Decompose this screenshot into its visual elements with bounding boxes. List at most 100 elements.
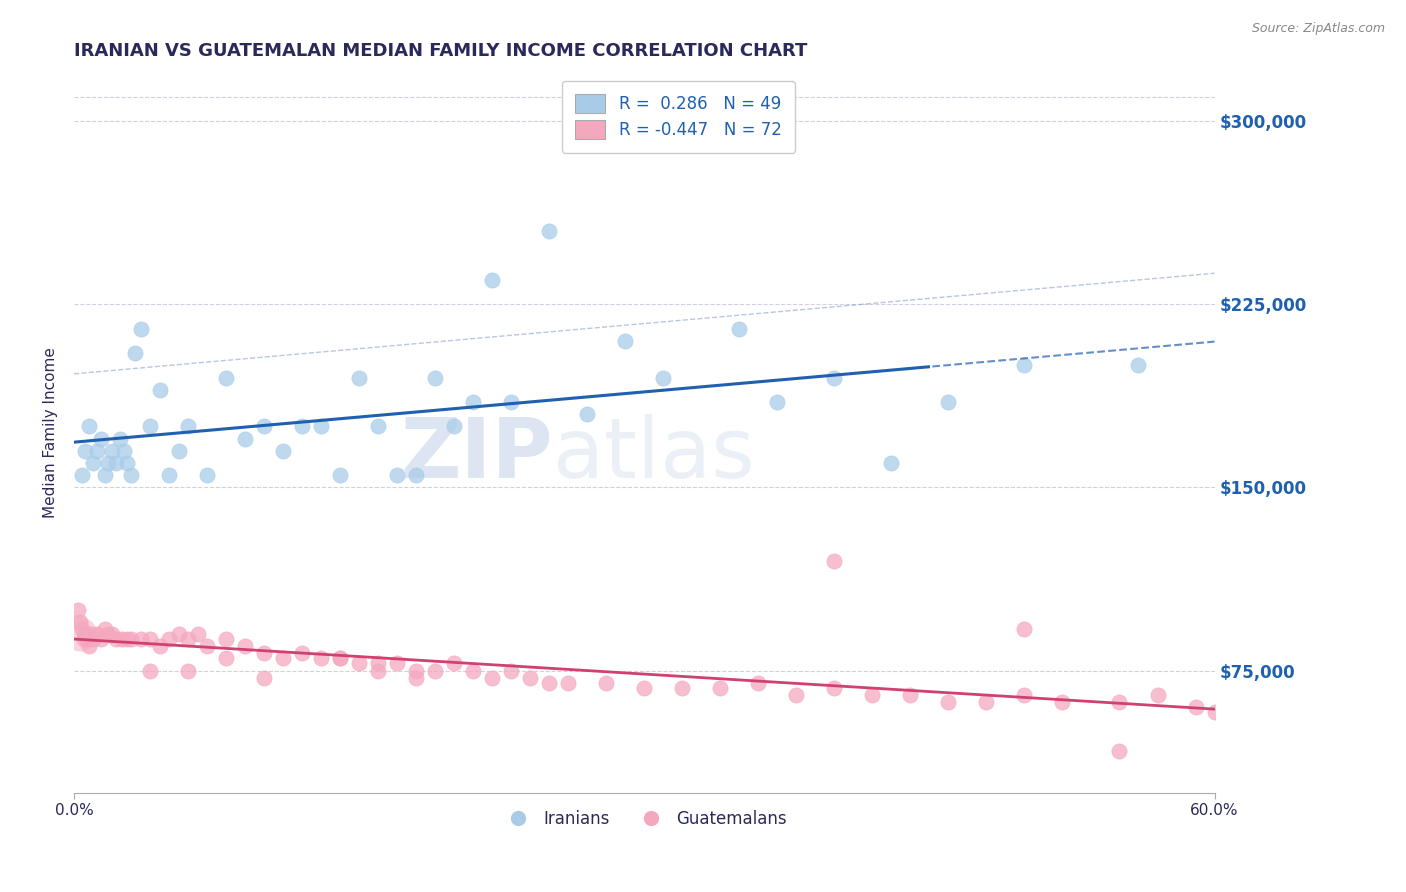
- Point: [614, 334, 637, 348]
- Point: [387, 657, 409, 671]
- Point: [70, 468, 93, 483]
- Point: [633, 681, 655, 695]
- Point: [97, 456, 120, 470]
- Point: [463, 664, 485, 678]
- Point: [823, 681, 845, 695]
- Point: [253, 671, 276, 685]
- Point: [501, 395, 523, 409]
- Point: [69, 627, 91, 641]
- Point: [90, 632, 112, 646]
- Point: [367, 419, 389, 434]
- Point: [309, 419, 332, 434]
- Point: [425, 664, 447, 678]
- Point: [1052, 695, 1074, 709]
- Point: [1014, 688, 1036, 702]
- Point: [157, 632, 180, 646]
- Point: [291, 419, 314, 434]
- Point: [129, 632, 152, 646]
- Point: [72, 632, 94, 646]
- Point: [425, 370, 447, 384]
- Point: [785, 688, 807, 702]
- Point: [367, 664, 389, 678]
- Point: [110, 632, 132, 646]
- Point: [728, 322, 751, 336]
- Point: [671, 681, 693, 695]
- Point: [167, 443, 190, 458]
- Point: [747, 675, 769, 690]
- Point: [595, 675, 617, 690]
- Point: [79, 639, 101, 653]
- Point: [938, 695, 960, 709]
- Point: [405, 671, 427, 685]
- Text: ZIP: ZIP: [401, 414, 553, 495]
- Point: [101, 443, 124, 458]
- Point: [120, 632, 142, 646]
- Point: [233, 432, 256, 446]
- Point: [86, 627, 108, 641]
- Point: [124, 346, 146, 360]
- Point: [443, 657, 465, 671]
- Point: [195, 639, 218, 653]
- Point: [86, 443, 108, 458]
- Point: [501, 664, 523, 678]
- Point: [69, 615, 91, 629]
- Point: [117, 632, 139, 646]
- Point: [519, 671, 541, 685]
- Point: [405, 468, 427, 483]
- Point: [1014, 622, 1036, 636]
- Point: [120, 468, 142, 483]
- Point: [129, 322, 152, 336]
- Text: atlas: atlas: [553, 414, 755, 495]
- Point: [860, 688, 883, 702]
- Point: [233, 639, 256, 653]
- Point: [976, 695, 998, 709]
- Point: [80, 627, 103, 641]
- Point: [291, 647, 314, 661]
- Point: [538, 675, 561, 690]
- Point: [463, 395, 485, 409]
- Point: [93, 468, 115, 483]
- Point: [90, 432, 112, 446]
- Point: [938, 395, 960, 409]
- Point: [82, 456, 104, 470]
- Point: [157, 468, 180, 483]
- Point: [329, 651, 352, 665]
- Point: [149, 639, 172, 653]
- Point: [76, 632, 98, 646]
- Point: [177, 664, 200, 678]
- Point: [117, 456, 139, 470]
- Point: [481, 273, 503, 287]
- Point: [387, 468, 409, 483]
- Point: [900, 688, 922, 702]
- Point: [1014, 359, 1036, 373]
- Point: [1128, 359, 1150, 373]
- Point: [215, 651, 238, 665]
- Point: [195, 468, 218, 483]
- Legend: Iranians, Guatemalans: Iranians, Guatemalans: [495, 804, 793, 835]
- Point: [66, 602, 89, 616]
- Point: [215, 370, 238, 384]
- Point: [139, 419, 162, 434]
- Point: [70, 622, 93, 636]
- Point: [1146, 688, 1168, 702]
- Point: [329, 651, 352, 665]
- Point: [215, 632, 238, 646]
- Point: [1108, 695, 1130, 709]
- Point: [167, 627, 190, 641]
- Point: [104, 456, 127, 470]
- Point: [75, 627, 97, 641]
- Point: [329, 468, 352, 483]
- Point: [253, 647, 276, 661]
- Point: [1108, 744, 1130, 758]
- Point: [112, 443, 135, 458]
- Point: [82, 632, 104, 646]
- Point: [139, 664, 162, 678]
- Point: [75, 443, 97, 458]
- Point: [101, 627, 124, 641]
- Point: [139, 632, 162, 646]
- Point: [93, 622, 115, 636]
- Point: [104, 632, 127, 646]
- Point: [253, 419, 276, 434]
- Point: [652, 370, 675, 384]
- Point: [271, 443, 294, 458]
